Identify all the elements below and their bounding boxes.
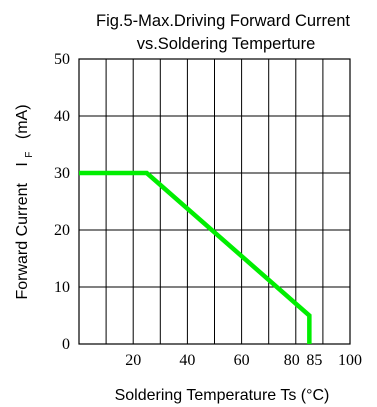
series-layer — [79, 170, 312, 344]
y-tick-label: 0 — [62, 336, 70, 353]
y-axis-label-subscript: F — [24, 152, 35, 158]
x-axis-label: Soldering Temperature Ts (°C) — [115, 387, 330, 404]
x-tick-label: 85 — [306, 352, 322, 369]
y-tick-label: 20 — [54, 222, 70, 239]
y-tick-label: 10 — [54, 279, 70, 296]
x-tick-labels: 20 40 60 80 85 100 — [125, 352, 362, 369]
y-axis-label-unit: (mA) — [14, 104, 31, 139]
x-tick-label: 40 — [179, 352, 195, 369]
x-tick-label: 60 — [234, 352, 250, 369]
y-tick-labels: 0 10 20 30 40 50 — [54, 51, 70, 353]
chart-title-line-2: vs.Soldering Temperture — [137, 35, 316, 53]
y-tick-label: 40 — [54, 108, 70, 125]
y-axis-label-symbol: I — [14, 162, 31, 166]
series-line — [79, 170, 312, 344]
y-tick-label: 30 — [54, 165, 70, 182]
x-tick-label: 80 — [284, 352, 300, 369]
y-axis-label-main: Forward Current — [14, 183, 31, 300]
chart-title-line-1: Fig.5-Max.Driving Forward Current — [96, 12, 350, 30]
x-tick-label: 20 — [125, 352, 141, 369]
y-axis-label: Forward Current I F (mA) — [14, 104, 36, 299]
x-tick-label: 100 — [338, 352, 362, 369]
grid-lines — [79, 59, 350, 344]
svg-text:Forward Current I: Forward Current I F (mA) — [14, 104, 36, 299]
plot-frame — [78, 58, 351, 345]
y-tick-label: 50 — [54, 51, 70, 68]
